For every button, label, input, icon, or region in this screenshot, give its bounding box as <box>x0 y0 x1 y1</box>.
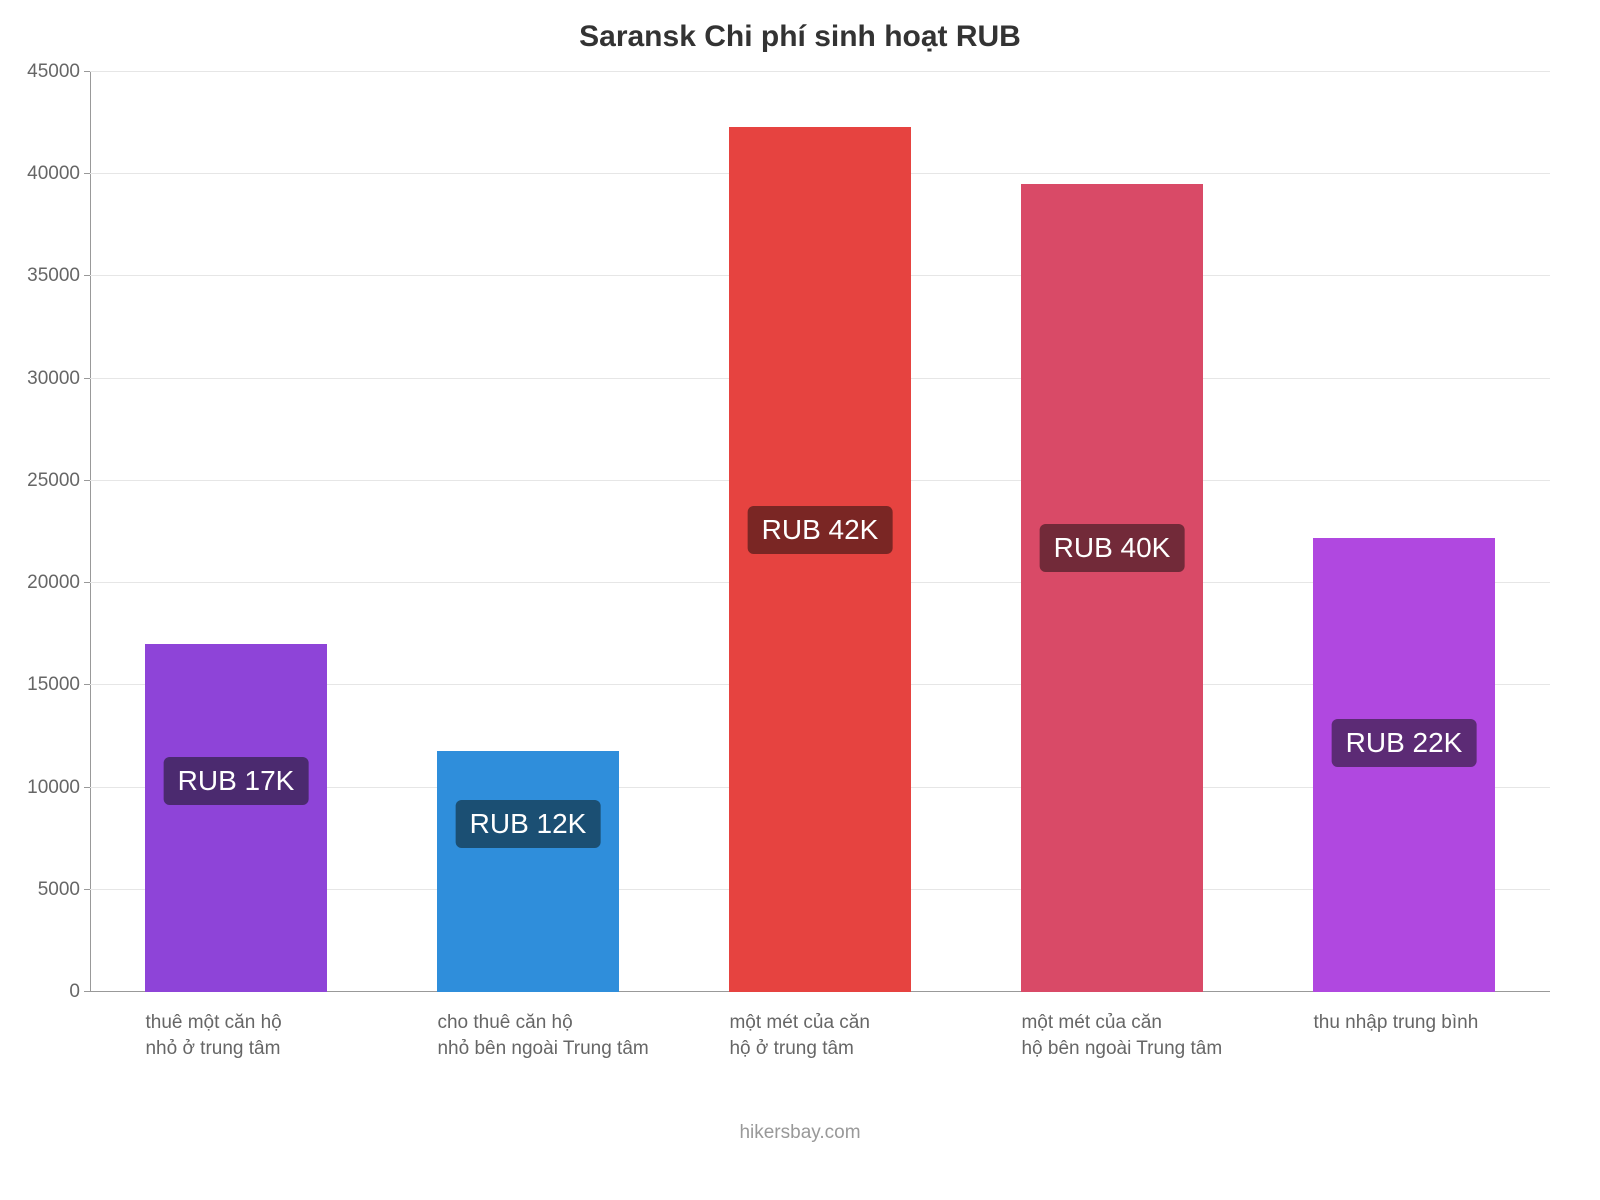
plot-area: 0500010000150002000025000300003500040000… <box>90 72 1550 992</box>
bar-value-label: RUB 12K <box>456 800 601 848</box>
bar <box>145 644 326 992</box>
bar-value-label: RUB 40K <box>1040 524 1185 572</box>
bar <box>1021 184 1202 992</box>
x-category-label: một mét của căn hộ ở trung tâm <box>729 1010 869 1061</box>
y-tick-label: 45000 <box>27 61 90 83</box>
x-category-label: cho thuê căn hộ nhỏ bên ngoài Trung tâm <box>437 1010 648 1061</box>
y-tick-label: 25000 <box>27 470 90 492</box>
y-tick-label: 0 <box>69 981 90 1003</box>
x-category-label: thuê một căn hộ nhỏ ở trung tâm <box>145 1010 281 1061</box>
bar-value-label: RUB 22K <box>1332 719 1477 767</box>
x-axis-labels: thuê một căn hộ nhỏ ở trung tâm cho thuê … <box>90 1010 1550 1090</box>
attribution-text: hikersbay.com <box>0 1122 1600 1144</box>
y-tick-label: 5000 <box>38 879 90 901</box>
bar-value-label: RUB 42K <box>748 506 893 554</box>
y-tick-label: 35000 <box>27 265 90 287</box>
bar <box>437 751 618 992</box>
y-tick-label: 40000 <box>27 163 90 185</box>
grid-line <box>90 71 1550 72</box>
y-tick-label: 30000 <box>27 368 90 390</box>
bar-value-label: RUB 17K <box>164 757 309 805</box>
chart-title: Saransk Chi phí sinh hoạt RUB <box>0 20 1600 54</box>
y-axis-line <box>90 72 91 992</box>
y-tick-label: 10000 <box>27 777 90 799</box>
bar <box>729 127 910 992</box>
x-category-label: một mét của căn hộ bên ngoài Trung tâm <box>1021 1010 1222 1061</box>
y-tick-label: 15000 <box>27 674 90 696</box>
x-category-label: thu nhập trung bình <box>1313 1010 1478 1036</box>
y-tick-label: 20000 <box>27 572 90 594</box>
chart-container: Saransk Chi phí sinh hoạt RUB 0500010000… <box>0 0 1600 1200</box>
